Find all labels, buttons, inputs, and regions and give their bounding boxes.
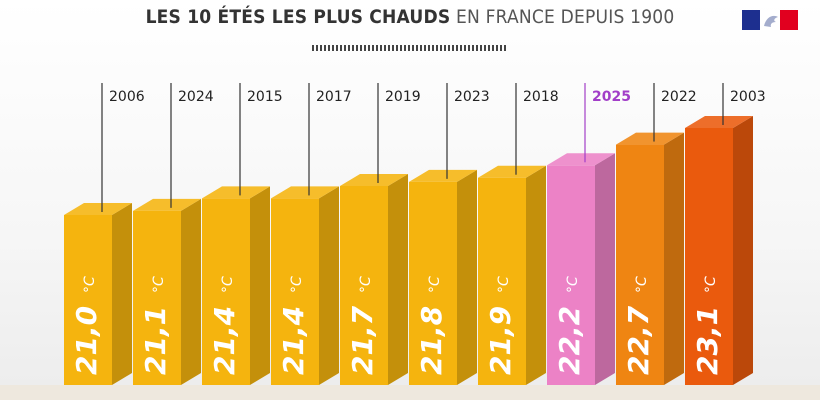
bar-2015 — [202, 198, 250, 385]
bar-2024 — [133, 210, 181, 385]
bar-2018 — [478, 177, 526, 385]
bar-top-2017 — [271, 186, 339, 199]
bar-2003 — [685, 128, 733, 385]
title-light: EN FRANCE DEPUIS 1900 — [456, 6, 675, 28]
bar-top-2022 — [616, 132, 684, 145]
unit-label-2006: °C — [82, 276, 98, 293]
bar-top-2018 — [478, 165, 546, 178]
year-label-2024: 2024 — [178, 89, 214, 105]
value-label-2025: 22,2 — [553, 306, 586, 375]
value-label-2015: 21,4 — [208, 306, 241, 375]
unit-label-2015: °C — [220, 276, 236, 293]
unit-label-2018: °C — [496, 276, 512, 293]
value-label-2018: 21,9 — [484, 306, 517, 375]
bar-side-2025 — [595, 153, 615, 385]
year-label-2006: 2006 — [109, 89, 145, 105]
bar-top-2019 — [340, 174, 408, 186]
unit-label-2022: °C — [634, 276, 650, 293]
year-label-2015: 2015 — [247, 89, 283, 105]
year-label-2022: 2022 — [661, 89, 697, 105]
bar-top-2025 — [547, 153, 615, 166]
bar-2025 — [547, 165, 595, 385]
bar-top-2015 — [202, 186, 270, 199]
bar-2006 — [64, 215, 112, 385]
year-label-2017: 2017 — [316, 89, 352, 105]
bar-side-2023 — [457, 169, 477, 385]
bar-top-2006 — [64, 203, 132, 215]
unit-label-2025: °C — [565, 276, 581, 293]
page-title: LES 10 ÉTÉS LES PLUS CHAUDS EN FRANCE DE… — [0, 6, 820, 28]
unit-label-2017: °C — [289, 276, 305, 293]
bar-side-2019 — [388, 174, 408, 385]
bar-side-2015 — [250, 186, 270, 385]
year-label-2019: 2019 — [385, 89, 421, 105]
year-label-2023: 2023 — [454, 89, 490, 105]
bar-side-2018 — [526, 165, 546, 385]
floor-reflection — [0, 385, 820, 400]
bar-side-2003 — [733, 116, 753, 385]
bar-2022 — [616, 144, 664, 385]
bar-side-2006 — [112, 203, 132, 385]
bar-side-2022 — [664, 132, 684, 385]
year-label-2025: 2025 — [592, 89, 631, 105]
value-label-2006: 21,0 — [70, 306, 103, 375]
value-label-2023: 21,8 — [415, 306, 448, 375]
value-label-2022: 22,7 — [622, 305, 655, 375]
bar-top-2024 — [133, 198, 201, 211]
year-label-2018: 2018 — [523, 89, 559, 105]
unit-label-2023: °C — [427, 276, 443, 293]
title-bold: LES 10 ÉTÉS LES PLUS CHAUDS — [145, 6, 451, 28]
bar-2019 — [340, 186, 388, 385]
value-label-2003: 23,1 — [691, 306, 724, 375]
bar-side-2017 — [319, 186, 339, 385]
unit-label-2003: °C — [703, 276, 719, 293]
title-underline — [312, 45, 508, 51]
value-label-2019: 21,7 — [346, 305, 379, 375]
year-label-2003: 2003 — [730, 89, 766, 105]
bar-2017 — [271, 198, 319, 385]
bar-top-2023 — [409, 169, 477, 182]
unit-label-2019: °C — [358, 276, 374, 293]
bar-top-2003 — [685, 116, 753, 128]
marianne-flag-logo — [742, 10, 798, 30]
value-label-2024: 21,1 — [139, 306, 172, 375]
unit-label-2024: °C — [151, 276, 167, 293]
bar-2023 — [409, 181, 457, 385]
value-label-2017: 21,4 — [277, 306, 310, 375]
bar-side-2024 — [181, 198, 201, 385]
